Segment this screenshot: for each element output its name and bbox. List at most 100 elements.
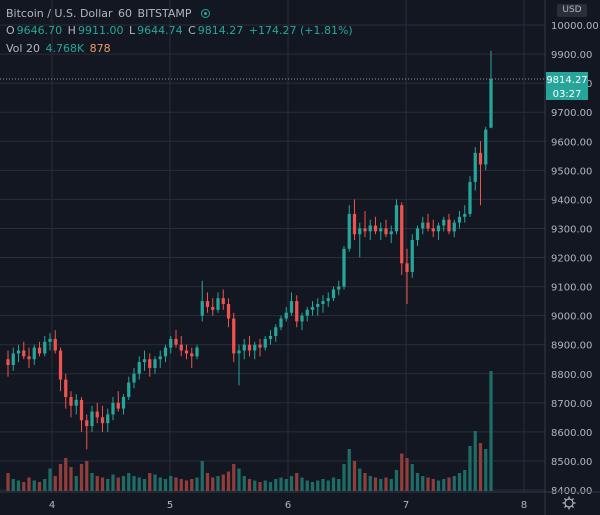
volume-bar — [148, 473, 152, 491]
candle-body — [174, 338, 178, 345]
volume-bar — [415, 473, 420, 491]
candle-body — [289, 301, 294, 313]
volume-bar — [127, 473, 131, 491]
volume-bar — [431, 479, 435, 491]
y-tick-label: 9400.00 — [551, 195, 592, 206]
candle-body — [363, 228, 367, 232]
candle-body — [274, 327, 278, 336]
volume-bar — [174, 477, 178, 491]
candle-body — [22, 350, 26, 357]
volume-bar — [74, 476, 78, 491]
candle-body — [368, 225, 372, 232]
y-tick-label: 9600.00 — [551, 137, 592, 148]
volume-bar — [373, 477, 378, 491]
volume-bar — [463, 470, 467, 491]
settings-gear-icon[interactable] — [562, 496, 576, 510]
candle-body — [211, 306, 215, 310]
volume-bar — [379, 479, 383, 491]
volume-bar — [468, 446, 472, 491]
candle-body — [436, 225, 441, 232]
candle-body — [11, 353, 15, 366]
volume-bar — [389, 479, 393, 491]
candle-body — [484, 129, 488, 165]
candle-body — [132, 373, 136, 383]
candle-body — [58, 350, 63, 380]
candle-body — [153, 359, 157, 368]
volume-bar — [342, 464, 346, 491]
volume-bar — [478, 443, 483, 491]
candle-body — [305, 309, 309, 316]
x-tick-label: 4 — [49, 500, 55, 511]
candle-body — [195, 347, 199, 357]
volume-bar — [205, 473, 210, 491]
candle-body — [457, 216, 462, 223]
volume-bar — [79, 464, 84, 491]
candle-body — [137, 362, 141, 374]
volume-bar — [69, 467, 73, 491]
candle-body — [43, 341, 47, 354]
candle-body — [347, 213, 351, 249]
volume-bar — [153, 474, 157, 491]
candle-body — [268, 335, 273, 339]
candle-body — [400, 205, 404, 264]
low-value: 9644.74 — [137, 24, 183, 37]
candle-body — [468, 181, 472, 214]
volume-bar — [368, 476, 372, 491]
change-value: +174.27 (+1.81%) — [248, 24, 353, 37]
candle-body — [32, 347, 36, 360]
countdown-box — [546, 85, 588, 100]
candle-body — [48, 338, 52, 342]
candle-body — [452, 222, 456, 232]
volume-bar — [200, 461, 204, 491]
candle-body — [121, 397, 126, 409]
candle-body — [447, 219, 451, 232]
volume-bar — [331, 477, 336, 491]
open-label: O — [6, 24, 15, 37]
y-tick-label: 8600.00 — [551, 428, 592, 439]
volume-bar — [190, 479, 194, 491]
candle-body — [358, 228, 362, 235]
volume-bar — [289, 476, 294, 491]
candle-body — [242, 344, 246, 351]
volume-bar — [169, 476, 173, 491]
y-tick-label: 9100.00 — [551, 283, 592, 294]
candle-body — [205, 301, 210, 307]
volume-bar — [48, 468, 52, 491]
candle-body — [426, 222, 430, 229]
candle-body — [53, 338, 57, 351]
candle-body — [190, 353, 194, 357]
candle-body — [258, 344, 262, 348]
currency-button[interactable]: USD — [557, 4, 587, 17]
candle-body — [74, 399, 78, 406]
symbol-exchange: BITSTAMP — [137, 7, 192, 20]
close-label: C — [188, 24, 196, 37]
low-label: L — [128, 24, 136, 37]
candle-body — [158, 356, 162, 360]
volume-bar — [394, 470, 399, 491]
candle-body — [232, 318, 236, 354]
candle-body — [321, 301, 325, 304]
y-tick-label: 9500.00 — [551, 166, 592, 177]
price-tag-label: 9814.27 — [546, 75, 587, 86]
volume-bar — [43, 479, 47, 491]
volume-bar — [457, 473, 462, 491]
volume-bar — [53, 476, 57, 491]
candle-body — [237, 350, 241, 354]
volume-bar — [426, 477, 430, 491]
volume-value: 4.768K — [45, 42, 85, 55]
candle-body — [111, 402, 115, 415]
volume-bar — [116, 477, 120, 491]
volume-bar — [347, 449, 351, 491]
volume-bar — [216, 476, 220, 491]
candle-body — [489, 78, 493, 128]
volume-bar — [211, 477, 215, 491]
volume-bar — [326, 480, 330, 491]
volume-bar — [305, 480, 309, 491]
y-tick-label: 9700.00 — [551, 108, 592, 119]
volume-bar — [158, 477, 162, 491]
candle-body — [200, 301, 204, 316]
close-value: 9814.27 — [197, 24, 244, 37]
price-tag-box — [546, 71, 588, 86]
y-tick-label: 9300.00 — [551, 224, 592, 235]
